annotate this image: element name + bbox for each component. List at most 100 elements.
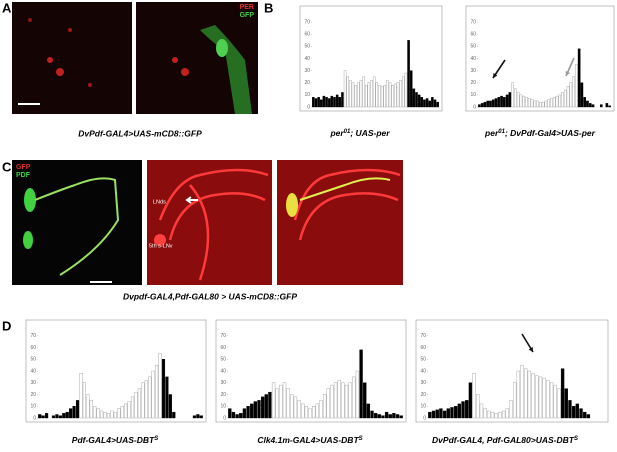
bar [553, 384, 557, 419]
bar [341, 92, 344, 108]
bar [608, 105, 611, 108]
bar [591, 104, 595, 108]
channel-label: GFP [16, 164, 31, 171]
y-tick-label: 10 [304, 92, 310, 98]
bar [192, 415, 196, 419]
y-tick-label: 10 [420, 404, 426, 410]
bar [450, 407, 454, 419]
y-tick-label: 60 [304, 32, 310, 38]
y-tick-label: 60 [420, 345, 426, 351]
bar [337, 380, 341, 419]
bar [362, 76, 365, 108]
bar [352, 376, 356, 419]
bar [257, 400, 261, 419]
bar [335, 94, 339, 108]
bar [494, 98, 498, 108]
y-tick-label: 60 [470, 32, 476, 38]
bar [577, 48, 581, 108]
caption-part: per [484, 128, 499, 138]
bar [319, 400, 323, 419]
bar [137, 388, 141, 419]
bar [65, 411, 69, 419]
bar [290, 394, 294, 419]
bar [433, 99, 437, 108]
arrow-head [528, 347, 533, 352]
bar [575, 403, 580, 419]
caption: per01; DvPdf-Gal4>UAS-per [484, 128, 596, 138]
bar [268, 391, 272, 419]
bar [407, 40, 410, 108]
bar [275, 388, 279, 419]
bar [535, 375, 539, 419]
bar [375, 82, 379, 108]
bar [468, 382, 473, 419]
bar [304, 406, 309, 419]
bar [494, 413, 498, 419]
bar [86, 394, 90, 419]
bar [110, 410, 114, 419]
bar [588, 103, 592, 108]
bar [69, 408, 73, 419]
bar [483, 408, 487, 419]
bar [541, 101, 545, 108]
bar [314, 98, 318, 108]
bar [228, 408, 232, 419]
bar [557, 388, 561, 419]
bar [508, 92, 512, 108]
bar [503, 97, 506, 108]
bar [560, 368, 565, 419]
y-tick-label: 10 [470, 92, 476, 98]
bar [348, 382, 352, 419]
bar [354, 84, 357, 108]
chart-frame [215, 319, 407, 423]
bar [538, 376, 543, 419]
bar [536, 100, 539, 108]
y-tick-label: 30 [420, 380, 426, 386]
bar [338, 97, 342, 108]
bar [239, 413, 243, 419]
bar [349, 80, 352, 108]
bar [127, 401, 131, 419]
bar [293, 396, 298, 419]
bar [144, 380, 148, 419]
bar [412, 88, 416, 108]
caption-part: Clk4.1m-GAL4>UAS-DBT [257, 435, 359, 445]
y-tick-label: 50 [220, 357, 226, 363]
bar [326, 388, 330, 419]
bar [586, 100, 589, 108]
bar [242, 408, 247, 419]
bar [333, 382, 338, 419]
caption: Clk4.1m-GAL4>UAS-DBTS [257, 435, 362, 445]
bar [442, 410, 447, 419]
bar [388, 414, 392, 419]
bar [505, 408, 509, 419]
y-tick-label: 0 [307, 104, 310, 110]
micrograph-c [12, 160, 403, 285]
bar [312, 97, 315, 108]
bar [431, 97, 434, 108]
bar [72, 406, 76, 419]
bar [392, 413, 396, 419]
bar [106, 413, 111, 419]
bar [575, 64, 578, 108]
channel-label: PER [240, 4, 254, 11]
bar [579, 408, 583, 419]
bar [55, 414, 59, 419]
bar [148, 376, 152, 419]
bar [388, 82, 392, 108]
caption-superscript: 01 [344, 129, 351, 135]
panel-label: C [2, 159, 12, 174]
bar [367, 82, 371, 108]
bar [527, 370, 532, 419]
bar [561, 92, 564, 108]
bar [544, 100, 548, 108]
bar [461, 401, 465, 419]
bar [520, 364, 524, 419]
annotation: 5th s-LNv [149, 243, 173, 249]
caption-superscript: S [574, 436, 578, 442]
y-tick-label: 10 [30, 404, 36, 410]
bar [79, 373, 83, 419]
bar [346, 76, 349, 108]
bar [120, 406, 124, 419]
bar [373, 413, 378, 419]
